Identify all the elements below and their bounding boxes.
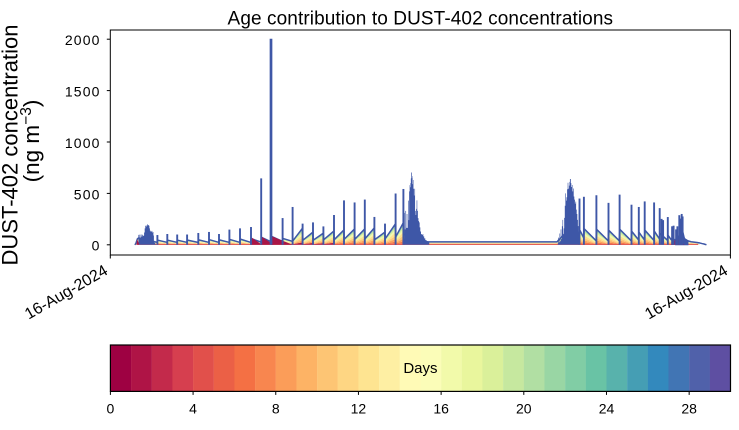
svg-text:2000: 2000 bbox=[65, 32, 101, 48]
svg-text:24: 24 bbox=[599, 400, 615, 416]
svg-text:Age contribution to DUST-402 c: Age contribution to DUST-402 concentrati… bbox=[228, 9, 614, 30]
svg-text:4: 4 bbox=[189, 400, 197, 416]
svg-text:Days: Days bbox=[403, 360, 437, 377]
svg-text:0: 0 bbox=[107, 400, 115, 416]
svg-text:1500: 1500 bbox=[65, 84, 101, 100]
svg-text:1000: 1000 bbox=[65, 135, 101, 151]
svg-text:20: 20 bbox=[516, 400, 532, 416]
svg-text:28: 28 bbox=[681, 400, 697, 416]
svg-text:16: 16 bbox=[433, 400, 449, 416]
svg-text:12: 12 bbox=[351, 400, 367, 416]
svg-text:8: 8 bbox=[272, 400, 280, 416]
svg-text:500: 500 bbox=[74, 186, 101, 202]
svg-text:DUST-402 concentration: DUST-402 concentration bbox=[0, 25, 23, 266]
svg-text:0: 0 bbox=[92, 238, 101, 254]
